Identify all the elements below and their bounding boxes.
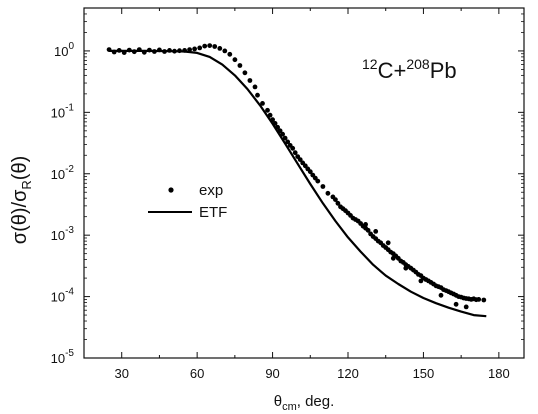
exp-data-point [121, 50, 127, 55]
plot-area [83, 7, 525, 359]
exp-data-point [167, 48, 172, 53]
x-tick-label: 90 [265, 366, 279, 381]
exp-data-point [285, 139, 291, 145]
legend: exp ETF [148, 182, 227, 221]
reaction-annotation: 12C+208Pb [362, 56, 457, 83]
exp-data-point [277, 128, 283, 134]
exp-data-point [325, 190, 331, 196]
exp-data-point [365, 227, 371, 233]
exp-data-point [385, 240, 391, 246]
y-tick-label: 10-4 [51, 287, 75, 305]
exp-data-point [247, 78, 253, 83]
exp-data-point [126, 47, 132, 53]
y-tick-label: 10-1 [51, 102, 75, 120]
exp-data-point [476, 297, 482, 302]
annotation-lead: Pb [430, 58, 457, 83]
exp-data-point [333, 197, 338, 203]
plot-frame [83, 7, 525, 359]
x-tick-label: 150 [413, 366, 435, 381]
exp-data-point [136, 47, 142, 52]
exp-data-point [177, 48, 182, 54]
exp-data-point [152, 49, 157, 54]
exp-data-point [315, 178, 321, 184]
exp-data-point [363, 222, 368, 227]
exp-data-point [292, 150, 298, 156]
exp-data-point [481, 297, 487, 303]
exp-data-point [418, 278, 424, 284]
series-exp [106, 43, 487, 310]
exp-data-point [106, 47, 112, 52]
exp-data-point [207, 43, 213, 48]
exp-data-point [187, 47, 193, 52]
exp-data-point [172, 48, 177, 54]
exp-data-point [260, 101, 265, 106]
exp-data-point [280, 131, 285, 137]
y-tick-label: 10-2 [51, 164, 75, 182]
exp-data-point [255, 92, 260, 98]
annotation-superscript-12: 12 [362, 56, 378, 72]
exp-data-point [390, 255, 396, 261]
exp-data-point [290, 145, 296, 151]
exp-data-point [275, 124, 280, 130]
exp-data-point [162, 49, 167, 54]
exp-data-point [212, 44, 218, 49]
x-tick-label: 60 [190, 366, 204, 381]
exp-data-point [403, 265, 409, 271]
exp-data-point [222, 48, 228, 54]
y-axis-title-rest: (θ) [9, 156, 31, 180]
y-tick-label: 10-3 [51, 225, 75, 243]
y-axis-ticks: 100 10-1 10-2 10-3 10-4 10-5 [51, 7, 524, 366]
exp-data-point [282, 135, 288, 141]
exp-data-point [157, 47, 162, 53]
exp-data-point [227, 51, 233, 57]
exp-data-point [111, 49, 117, 55]
exp-data-point [237, 63, 243, 68]
x-axis-ticks: 30 60 90 120 150 180 [83, 8, 510, 381]
exp-data-point [192, 46, 198, 52]
exp-data-point [463, 304, 469, 310]
exp-data-point [131, 49, 137, 55]
exp-data-point [202, 43, 208, 49]
exp-data-point [197, 45, 203, 51]
x-tick-label: 30 [114, 366, 128, 381]
exp-data-point [147, 47, 152, 53]
exp-data-point [373, 229, 379, 234]
y-axis-title-subscript: R [19, 180, 34, 189]
exp-data-point [320, 184, 326, 189]
exp-data-point [335, 200, 341, 206]
y-tick-label: 100 [54, 41, 74, 59]
exp-data-point [307, 169, 313, 175]
y-axis-title-main: σ(θ)/σ [9, 189, 31, 244]
y-axis-title: σ(θ)/σR(θ) [9, 156, 34, 245]
x-tick-label: 120 [337, 366, 359, 381]
exp-data-point [270, 117, 275, 123]
exp-data-point [265, 107, 270, 113]
exp-data-point [272, 121, 278, 126]
legend-exp-marker [168, 187, 174, 193]
exp-data-point [182, 48, 188, 53]
legend-exp-label: exp [199, 182, 223, 199]
x-axis-title-subscript: cm [282, 401, 297, 413]
exp-data-point [242, 70, 248, 76]
exp-data-point [252, 84, 258, 90]
exp-data-point [453, 301, 459, 307]
exp-data-point [232, 57, 238, 63]
exp-data-point [141, 49, 147, 55]
x-axis-title: θcm, deg. [274, 393, 335, 413]
series-etf [109, 49, 487, 318]
etf-curve [109, 49, 487, 318]
y-tick-label: 10-5 [51, 348, 75, 366]
exp-data-point [267, 112, 273, 118]
exp-data-point [116, 48, 122, 53]
exp-data-point [217, 46, 223, 51]
exp-data-point [297, 157, 303, 163]
exp-data-point [438, 292, 444, 298]
annotation-carbon: C+ [378, 58, 407, 83]
annotation-superscript-208: 208 [406, 56, 430, 72]
legend-etf-label: ETF [199, 204, 227, 221]
x-axis-title-main: θ [274, 393, 282, 410]
x-tick-label: 180 [488, 366, 510, 381]
x-axis-title-rest: , deg. [297, 393, 335, 410]
